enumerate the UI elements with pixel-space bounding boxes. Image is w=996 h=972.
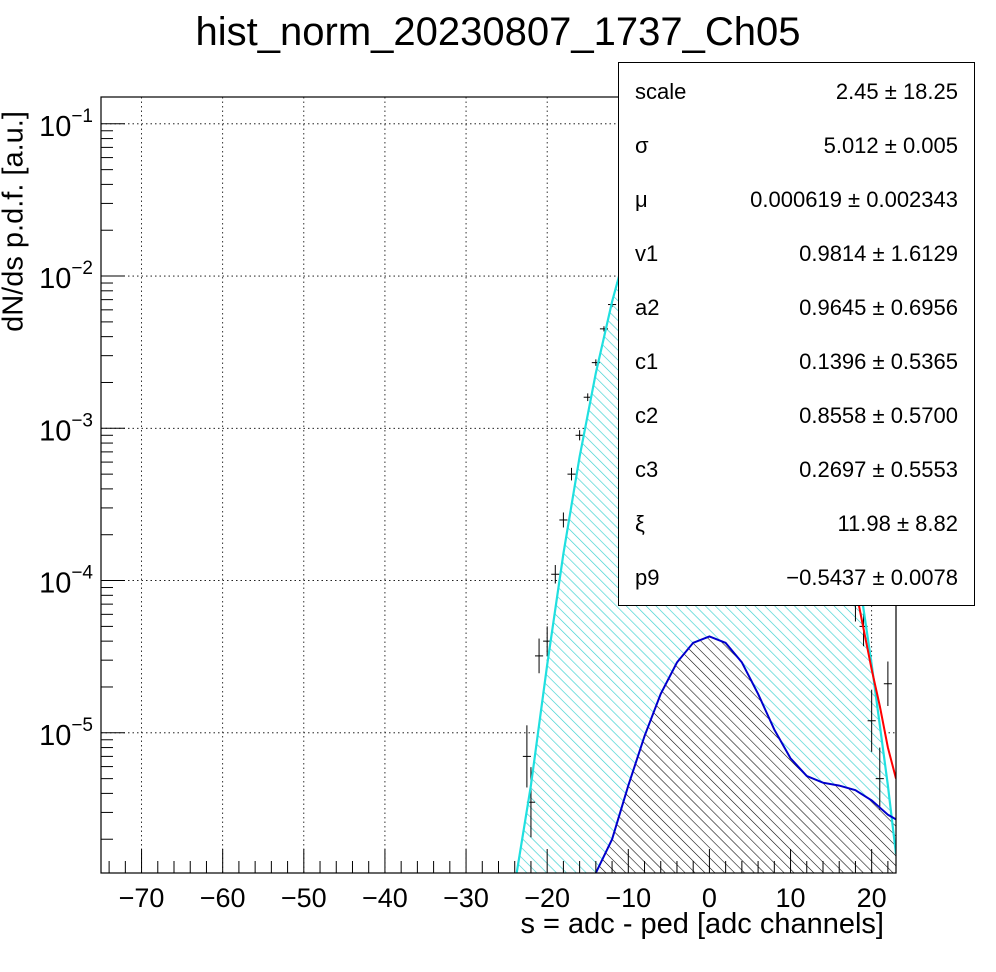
data-point — [559, 512, 568, 528]
axis-ticks-layer — [101, 123, 889, 873]
x-tick-label: −30 — [443, 883, 489, 913]
stat-name: scale — [635, 79, 687, 104]
stat-name: c1 — [635, 349, 659, 374]
x-tick-label: −60 — [200, 883, 246, 913]
stat-row: c1 0.1396 ± 0.5365 — [635, 333, 958, 387]
stat-row: c2 0.8558 ± 0.5700 — [635, 387, 958, 441]
data-point — [567, 467, 576, 481]
x-tick-label: −40 — [362, 883, 408, 913]
stat-row: scale 2.45 ± 18.25 — [635, 63, 958, 117]
data-point — [535, 638, 544, 674]
stat-value: 5.012 ± 0.005 — [823, 133, 958, 158]
data-point — [883, 661, 892, 706]
data-point — [551, 565, 560, 584]
stat-value: 2.45 ± 18.25 — [835, 79, 958, 104]
stat-name: c2 — [635, 403, 659, 428]
stat-name: c3 — [635, 457, 659, 482]
stat-row: σ 5.012 ± 0.005 — [635, 117, 958, 171]
stat-value: 0.9645 ± 0.6956 — [799, 295, 958, 320]
stat-value: −0.5437 ± 0.0078 — [786, 565, 958, 590]
x-axis-label: s = adc - ped [adc channels] — [520, 908, 884, 940]
x-tick-label: 20 — [857, 883, 887, 913]
x-tick-label: 10 — [776, 883, 806, 913]
x-tick-label: −10 — [605, 883, 651, 913]
stat-name: σ — [635, 133, 649, 158]
stat-value: 11.98 ± 8.82 — [837, 511, 958, 536]
background-fit-line — [594, 635, 896, 873]
data-point — [575, 430, 584, 441]
x-tick-label: 0 — [702, 883, 717, 913]
stat-name: v1 — [635, 241, 659, 266]
chart-title: hist_norm_20230807_1737_Ch05 — [195, 10, 801, 54]
tick-labels-layer: −70 −60 −50 −40 −30 −20 −10 0 10 20 10−5 10−4 10−3 10… — [39, 106, 887, 913]
stat-value: 0.8558 ± 0.5700 — [799, 403, 958, 428]
y-tick-label: 10−5 — [39, 715, 93, 752]
stat-value: 0.1396 ± 0.5365 — [799, 349, 958, 374]
y-tick-label: 10−1 — [39, 106, 93, 143]
y-axis-label: dN/ds p.d.f. [a.u.] — [0, 111, 30, 332]
stat-row: ξ 11.98 ± 8.82 — [635, 495, 958, 549]
data-point — [875, 747, 884, 810]
stat-row: v1 0.9814 ± 1.6129 — [635, 225, 958, 279]
y-tick-label: 10−2 — [39, 258, 93, 295]
x-tick-label: −70 — [119, 883, 165, 913]
data-point — [522, 725, 531, 788]
background-fill-area — [595, 636, 896, 873]
total-fit-line — [854, 587, 896, 779]
stat-value: 0.2697 ± 0.5553 — [799, 457, 958, 482]
fit-stats-box: scale 2.45 ± 18.25 σ 5.012 ± 0.005 μ 0.000619… — [618, 62, 975, 606]
data-point — [867, 689, 876, 752]
stat-row: μ 0.000619 ± 0.002343 — [635, 171, 958, 225]
stat-name: ξ — [635, 511, 645, 536]
y-tick-label: 10−4 — [39, 563, 93, 600]
stat-value: 0.9814 ± 1.6129 — [799, 241, 958, 266]
x-tick-label: −50 — [281, 883, 327, 913]
y-tick-label: 10−3 — [39, 410, 93, 447]
stat-value: 0.000619 ± 0.002343 — [750, 187, 958, 212]
stat-row: a2 0.9645 ± 0.6956 — [635, 279, 958, 333]
x-tick-label: −20 — [524, 883, 570, 913]
stat-row: p9 −0.5437 ± 0.0078 — [635, 549, 958, 603]
stat-name: p9 — [635, 565, 660, 590]
stat-name: a2 — [635, 295, 660, 320]
stat-row: c3 0.2697 ± 0.5553 — [635, 441, 958, 495]
stat-name: μ — [635, 187, 648, 212]
